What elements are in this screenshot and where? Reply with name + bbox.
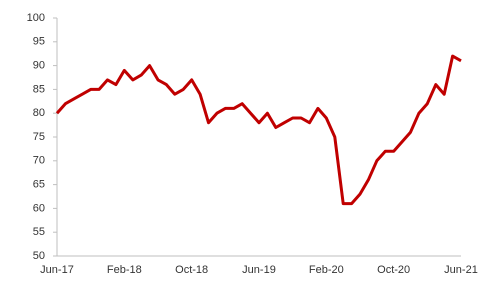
y-tick-label: 65 — [33, 179, 45, 191]
x-tick-label: Oct-18 — [175, 264, 208, 276]
y-tick-label: 100 — [27, 12, 45, 24]
y-tick-label: 85 — [33, 83, 45, 95]
x-tick-label: Feb-20 — [309, 264, 344, 276]
x-tick-label: Jun-17 — [40, 264, 74, 276]
y-tick-label: 75 — [33, 131, 45, 143]
x-tick-label: Jun-19 — [242, 264, 276, 276]
y-tick-label: 70 — [33, 155, 45, 167]
y-tick-label: 80 — [33, 107, 45, 119]
y-tick-label: 60 — [33, 202, 45, 214]
y-tick-label: 50 — [33, 250, 45, 262]
x-tick-label: Oct-20 — [377, 264, 410, 276]
y-tick-label: 90 — [33, 60, 45, 72]
x-tick-label: Feb-18 — [107, 264, 142, 276]
y-tick-label: 55 — [33, 226, 45, 238]
y-tick-label: 95 — [33, 36, 45, 48]
line — [55, 54, 462, 206]
x-tick-label: Jun-21 — [444, 264, 478, 276]
